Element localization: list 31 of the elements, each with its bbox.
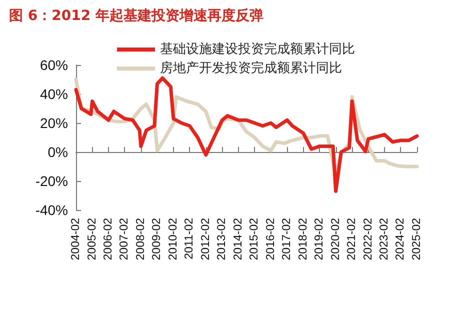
x-tick-label: 2010-02 (167, 218, 180, 260)
y-tick-label: -40% (35, 202, 68, 218)
x-tick-label: 2007-02 (118, 218, 131, 260)
x-tick-label: 2009-02 (151, 218, 164, 260)
y-tick-label: 20% (40, 115, 68, 131)
y-tick-label: -20% (35, 173, 68, 189)
y-tick-label: 40% (40, 86, 68, 102)
y-tick-label: 60% (40, 57, 68, 73)
y-tick-label: 0% (48, 144, 68, 160)
x-tick-label: 2005-02 (86, 218, 98, 260)
x-tick-label: 2018-02 (297, 218, 310, 260)
x-tick-label: 2015-02 (248, 218, 261, 260)
x-tick-label: 2024-02 (394, 218, 407, 260)
x-tick-label: 2012-02 (200, 218, 212, 260)
x-tick-label: 2008-02 (134, 218, 147, 260)
x-tick-label: 2011-02 (184, 218, 196, 260)
x-tick-label: 2017-02 (281, 218, 294, 260)
legend-label: 基础设施建设投资完成额累计同比 (160, 41, 355, 57)
x-tick-label: 2020-02 (330, 218, 342, 260)
x-tick-label: 2006-02 (102, 218, 114, 260)
x-tick-label: 2022-02 (362, 218, 374, 260)
x-tick-label: 2014-02 (232, 218, 244, 260)
x-tick-label: 2021-02 (346, 218, 358, 260)
legend-label: 房地产开发投资完成额累计同比 (160, 60, 342, 76)
x-tick-label: 2016-02 (264, 218, 277, 260)
x-tick-label: 2004-02 (70, 218, 82, 260)
x-tick-label: 2013-02 (216, 218, 228, 260)
x-tick-label: 2019-02 (314, 218, 326, 260)
x-tick-label: 2025-02 (411, 218, 423, 260)
x-tick-label: 2023-02 (378, 218, 391, 260)
chart-title: 图 6：2012 年起基建投资增速再度反弹 (9, 7, 264, 24)
